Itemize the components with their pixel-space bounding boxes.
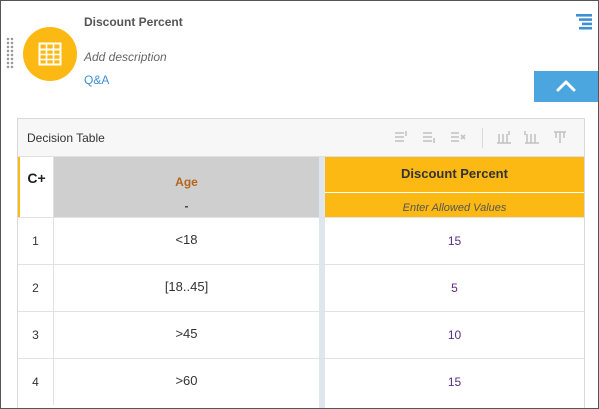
input-column-header[interactable]: Age -	[54, 157, 319, 217]
add-rule-below-icon[interactable]	[422, 130, 436, 144]
toolbar-title: Decision Table	[27, 131, 105, 145]
add-input-column-icon[interactable]	[496, 130, 511, 144]
rule-number[interactable]: 1	[18, 218, 54, 264]
decision-table-icon	[23, 27, 77, 81]
output-entry[interactable]: 15	[447, 375, 462, 389]
table-toolbar: Decision Table	[18, 119, 584, 157]
output-allowed-values[interactable]: Enter Allowed Values	[402, 202, 507, 214]
input-allowed-values[interactable]: -	[184, 199, 189, 213]
table-row: 4 >60 15	[18, 358, 584, 405]
qa-link[interactable]: Q&A	[84, 73, 110, 87]
rule-number[interactable]: 3	[18, 312, 54, 358]
list-menu-icon[interactable]	[575, 12, 593, 30]
collapse-button[interactable]	[534, 71, 598, 102]
drag-handle[interactable]	[6, 37, 14, 69]
description-field[interactable]: Add description	[84, 50, 167, 64]
input-output-separator	[319, 157, 325, 408]
output-column-label: Discount Percent	[401, 166, 508, 181]
toolbar-divider	[482, 128, 483, 148]
decision-title[interactable]: Discount Percent	[84, 15, 183, 29]
delete-column-icon[interactable]	[552, 130, 566, 144]
rule-number[interactable]: 4	[18, 359, 54, 405]
chevron-up-icon	[556, 80, 576, 92]
input-entry[interactable]: <18	[175, 232, 198, 247]
output-entry[interactable]: 15	[447, 234, 462, 248]
add-output-column-icon[interactable]	[524, 130, 539, 144]
table-row: 1 <18 15	[18, 217, 584, 264]
table-row: 2 [18..45] 5	[18, 264, 584, 311]
table-row: 3 >45 10	[18, 311, 584, 358]
output-entry[interactable]: 10	[447, 328, 462, 342]
header-divider	[325, 192, 584, 193]
rule-number[interactable]: 2	[18, 265, 54, 311]
hit-policy-cell[interactable]: C+	[18, 157, 54, 217]
input-column-label: Age	[175, 175, 198, 189]
input-entry[interactable]: >45	[175, 326, 198, 341]
input-entry[interactable]: >60	[175, 373, 198, 388]
output-column-header[interactable]: Discount Percent Enter Allowed Values	[325, 157, 584, 217]
output-entry[interactable]: 5	[451, 281, 458, 295]
add-rule-above-icon[interactable]	[394, 130, 408, 144]
decision-table: Decision Table C+ Age -	[17, 118, 585, 408]
input-entry[interactable]: [18..45]	[164, 279, 209, 294]
delete-rule-icon[interactable]	[450, 130, 466, 144]
